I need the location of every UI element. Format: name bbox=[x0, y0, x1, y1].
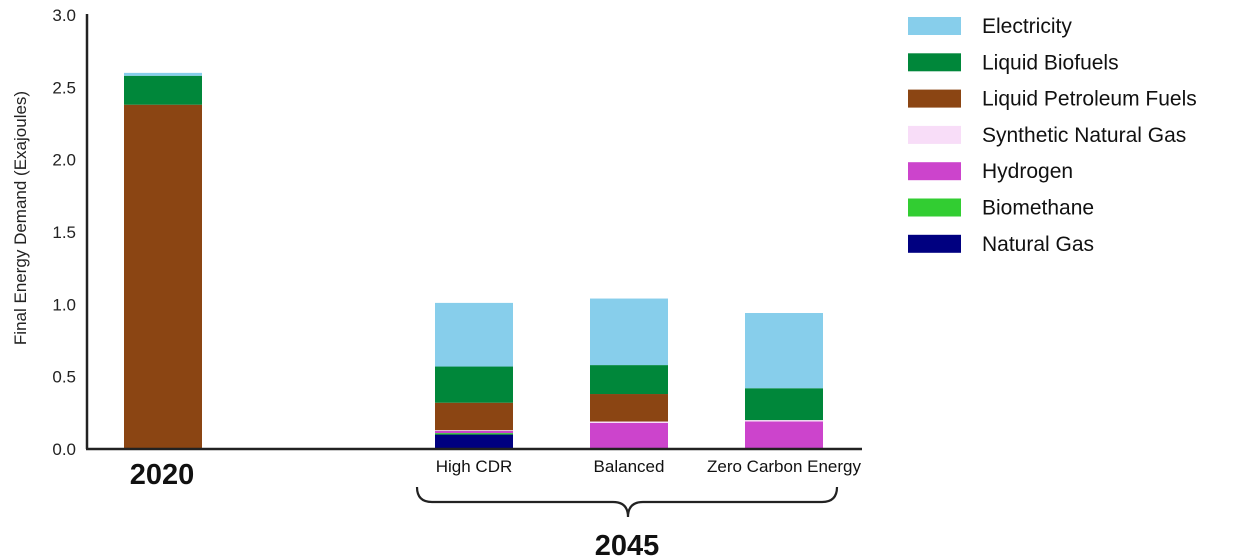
legend-swatch bbox=[908, 89, 961, 108]
legend-swatch bbox=[908, 17, 961, 35]
bar-segment-synthetic-natural-gas bbox=[590, 421, 668, 423]
y-tick-label: 2.0 bbox=[52, 151, 76, 170]
bar-segment-synthetic-natural-gas bbox=[435, 430, 513, 431]
bar-segment-hydrogen bbox=[745, 421, 823, 449]
y-tick-label: 3.0 bbox=[52, 6, 76, 25]
group-label-2020: 2020 bbox=[130, 459, 195, 491]
y-tick-label: 1.0 bbox=[52, 295, 76, 314]
y-tick-labels: 0.0 0.5 1.0 1.5 2.0 2.5 3.0 bbox=[52, 6, 76, 459]
bar-segment-electricity bbox=[745, 313, 823, 389]
category-label: Zero Carbon Energy bbox=[707, 457, 862, 476]
bar-segment-liquid-petroleum-fuels bbox=[435, 402, 513, 431]
bar-segment-liquid-biofuels bbox=[745, 388, 823, 421]
bar-segment-electricity bbox=[124, 72, 202, 76]
legend: Electricity Liquid Biofuels Liquid Petrole… bbox=[908, 15, 1197, 256]
bar-segment-electricity bbox=[590, 298, 668, 366]
bar-segment-electricity bbox=[435, 302, 513, 367]
group-brace bbox=[415, 486, 839, 518]
y-tick-label: 1.5 bbox=[52, 223, 76, 242]
bar-segment-hydrogen bbox=[435, 430, 513, 434]
y-tick-label: 2.5 bbox=[52, 78, 76, 97]
legend-label: Liquid Petroleum Fuels bbox=[982, 88, 1197, 111]
legend-swatch bbox=[908, 198, 961, 217]
bar-segment-liquid-biofuels bbox=[124, 75, 202, 105]
legend-label: Natural Gas bbox=[982, 233, 1094, 256]
legend-swatch bbox=[908, 125, 961, 144]
bar-segment-liquid-biofuels bbox=[435, 366, 513, 403]
category-labels: High CDR Balanced Zero Carbon Energy bbox=[436, 457, 862, 476]
group-label-2045: 2045 bbox=[595, 530, 660, 560]
bar-segment-natural-gas bbox=[435, 434, 513, 449]
bars-layer bbox=[124, 72, 823, 450]
category-label: High CDR bbox=[436, 457, 513, 476]
y-axis-label: Final Energy Demand (Exajoules) bbox=[11, 91, 30, 345]
bar-segment-liquid-biofuels bbox=[590, 365, 668, 395]
bar-segment-liquid-petroleum-fuels bbox=[124, 104, 202, 450]
legend-label: Electricity bbox=[982, 15, 1072, 38]
legend-swatch bbox=[908, 234, 961, 253]
bar-segment-synthetic-natural-gas bbox=[745, 420, 823, 422]
legend-swatch bbox=[908, 53, 961, 72]
bar-segment-liquid-petroleum-fuels bbox=[590, 394, 668, 422]
legend-label: Synthetic Natural Gas bbox=[982, 124, 1186, 147]
legend-label: Hydrogen bbox=[982, 160, 1073, 183]
legend-swatch bbox=[908, 162, 961, 181]
y-tick-label: 0.0 bbox=[52, 440, 76, 459]
legend-label: Biomethane bbox=[982, 197, 1094, 220]
category-label: Balanced bbox=[594, 457, 665, 476]
y-tick-label: 0.5 bbox=[52, 368, 76, 387]
bar-segment-hydrogen bbox=[590, 422, 668, 449]
legend-label: Liquid Biofuels bbox=[982, 51, 1119, 74]
bar-segment-biomethane bbox=[435, 433, 513, 435]
